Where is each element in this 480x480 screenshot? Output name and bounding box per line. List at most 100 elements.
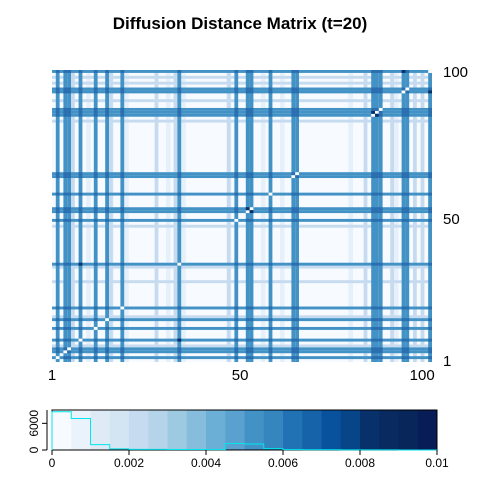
- heatmap-cell: [249, 262, 254, 266]
- heatmap-cell: [428, 175, 432, 179]
- color-key-swatch: [379, 410, 399, 450]
- heatmap-cell: [78, 192, 83, 196]
- heatmap-cell: [375, 90, 379, 94]
- heatmap-cell: [234, 110, 239, 114]
- heatmap-cell: [93, 347, 98, 351]
- color-key-swatch: [417, 410, 438, 450]
- heatmap-light-band: [166, 70, 171, 362]
- heatmap-light-band: [348, 70, 353, 362]
- heatmap-cell: [78, 107, 83, 111]
- heatmap-cell: [234, 326, 239, 330]
- heatmap-cell: [105, 350, 109, 354]
- heatmap-cell: [378, 318, 383, 322]
- heatmap-cell: [234, 350, 239, 354]
- heatmap-cell: [371, 192, 375, 196]
- heatmap-row-line: [52, 338, 432, 342]
- heatmap-cell: [375, 262, 379, 266]
- heatmap-cell: [378, 347, 383, 351]
- heatmap-cell: [291, 172, 296, 176]
- heatmap-cell: [55, 175, 60, 179]
- heatmap-cell: [78, 218, 83, 222]
- heatmap-cell: [105, 107, 109, 111]
- heatmap-cell: [63, 326, 68, 330]
- heatmap-cell: [177, 347, 182, 351]
- heatmap-cell: [291, 318, 296, 322]
- x-tick-label: 100: [410, 367, 435, 384]
- heatmap-cell: [371, 350, 375, 354]
- heatmap-cell: [234, 210, 239, 214]
- heatmap-cell: [120, 172, 125, 176]
- heatmap-col-line: [55, 70, 60, 362]
- heatmap-cell: [295, 87, 299, 91]
- heatmap-col-line: [375, 70, 379, 362]
- heatmap-cell: [291, 70, 296, 73]
- heatmap-cell: [234, 347, 239, 351]
- heatmap-cell: [105, 172, 109, 176]
- heatmap-cell: [371, 70, 375, 73]
- heatmap-cell: [120, 175, 125, 179]
- heatmap-cell: [177, 207, 182, 211]
- heatmap-cell: [371, 326, 375, 330]
- heatmap-cell: [375, 87, 379, 91]
- heatmap-cell: [55, 207, 60, 211]
- heatmap-cell: [55, 70, 60, 73]
- heatmap-cell: [249, 207, 254, 211]
- heatmap-col-line: [63, 70, 68, 362]
- heatmap-cell: [93, 172, 98, 176]
- heatmap-cell: [63, 90, 68, 94]
- heatmap-row-line: [52, 326, 432, 330]
- color-key-y-label: 0: [27, 446, 41, 453]
- heatmap-cell: [371, 207, 375, 211]
- heatmap-cell: [375, 192, 379, 196]
- heatmap-cell: [63, 262, 68, 266]
- heatmap-cell: [78, 175, 83, 179]
- heatmap-cell: [249, 347, 254, 351]
- heatmap-cell: [93, 350, 98, 354]
- heatmap-cell: [405, 338, 410, 342]
- heatmap-col-band: [226, 70, 231, 362]
- heatmap-row-band: [52, 280, 432, 284]
- heatmap-cell: [67, 207, 71, 211]
- heatmap-cell: [63, 207, 68, 211]
- heatmap-cell: [268, 172, 273, 176]
- heatmap-cell: [67, 350, 71, 354]
- heatmap-cell: [268, 306, 273, 310]
- heatmap-cell: [234, 192, 239, 196]
- heatmap-cell: [177, 326, 182, 330]
- heatmap-cell: [268, 87, 273, 91]
- heatmap-row-line: [52, 218, 432, 222]
- heatmap-cell: [63, 87, 68, 91]
- heatmap-cell: [291, 326, 296, 330]
- heatmap-cell: [375, 326, 379, 330]
- heatmap-cell: [234, 318, 239, 322]
- heatmap-cell: [93, 210, 98, 214]
- heatmap-cell: [268, 113, 273, 117]
- heatmap-row-line: [52, 347, 432, 351]
- heatmap-cell: [291, 87, 296, 91]
- heatmap-cell: [78, 110, 83, 114]
- heatmap-cell: [401, 338, 406, 342]
- heatmap-cell: [55, 172, 60, 176]
- color-key-swatch: [109, 410, 130, 450]
- heatmap-cell: [120, 356, 125, 360]
- heatmap-dark-cell: [177, 338, 182, 342]
- heatmap-cell: [291, 107, 296, 111]
- heatmap-cell: [291, 192, 296, 196]
- heatmap-cell: [375, 347, 379, 351]
- heatmap-cell: [291, 306, 296, 310]
- heatmap-cell: [405, 90, 410, 94]
- heatmap-col-line: [401, 70, 406, 362]
- heatmap-light-band: [181, 70, 186, 362]
- heatmap-cell: [268, 192, 273, 196]
- heatmap-cell: [177, 175, 182, 179]
- heatmap-cell: [401, 207, 406, 211]
- heatmap-cell: [249, 172, 254, 176]
- heatmap-cell: [55, 210, 60, 214]
- heatmap-cell: [55, 218, 60, 222]
- heatmap-cell: [405, 207, 410, 211]
- heatmap-cell: [93, 356, 98, 360]
- heatmap-cell: [268, 350, 273, 354]
- heatmap-cell: [93, 87, 98, 91]
- heatmap-cell: [428, 192, 432, 196]
